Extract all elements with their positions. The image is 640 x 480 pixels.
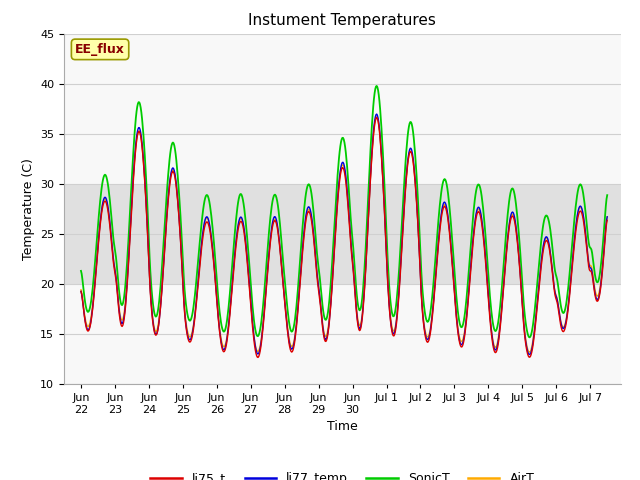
li75_t: [262, 287, 270, 293]
SonicT: [399, 205, 406, 211]
SonicT: [77, 268, 85, 274]
Line: AirT: AirT: [81, 117, 607, 352]
SonicT: [236, 193, 243, 199]
AirT: [77, 287, 85, 293]
AirT: [428, 310, 436, 316]
li77_temp: [373, 111, 381, 117]
li75_t: [604, 217, 611, 223]
SonicT: [428, 293, 436, 299]
li75_t: [282, 315, 290, 321]
AirT: [262, 291, 269, 297]
Line: SonicT: SonicT: [81, 86, 607, 337]
Line: li77_temp: li77_temp: [81, 114, 607, 355]
SonicT: [604, 192, 611, 198]
li75_t: [254, 355, 262, 360]
SonicT: [282, 285, 289, 290]
li77_temp: [282, 306, 289, 312]
AirT: [604, 214, 611, 220]
AirT: [139, 150, 147, 156]
X-axis label: Time: Time: [327, 420, 358, 433]
li77_temp: [77, 288, 85, 294]
Y-axis label: Temperature (C): Temperature (C): [22, 158, 35, 260]
Line: li75_t: li75_t: [81, 118, 607, 358]
Bar: [64, 184, 621, 284]
AirT: [399, 227, 406, 232]
SonicT: [526, 335, 534, 340]
li77_temp: [262, 293, 269, 299]
li77_temp: [236, 216, 243, 222]
AirT: [526, 349, 534, 355]
li75_t: [373, 115, 381, 120]
AirT: [236, 217, 243, 223]
SonicT: [373, 83, 381, 89]
li75_t: [139, 151, 147, 156]
li77_temp: [139, 147, 147, 153]
li77_temp: [399, 227, 406, 232]
AirT: [282, 304, 289, 310]
AirT: [373, 114, 381, 120]
li77_temp: [428, 312, 436, 318]
li75_t: [429, 308, 436, 313]
SonicT: [139, 123, 147, 129]
Legend: li75_t, li77_temp, SonicT, AirT: li75_t, li77_temp, SonicT, AirT: [145, 468, 540, 480]
li77_temp: [604, 214, 611, 220]
li77_temp: [526, 352, 534, 358]
li75_t: [399, 219, 407, 225]
li75_t: [236, 221, 243, 227]
Text: EE_flux: EE_flux: [75, 43, 125, 56]
li75_t: [77, 288, 85, 294]
Title: Instument Temperatures: Instument Temperatures: [248, 13, 436, 28]
SonicT: [262, 273, 269, 279]
